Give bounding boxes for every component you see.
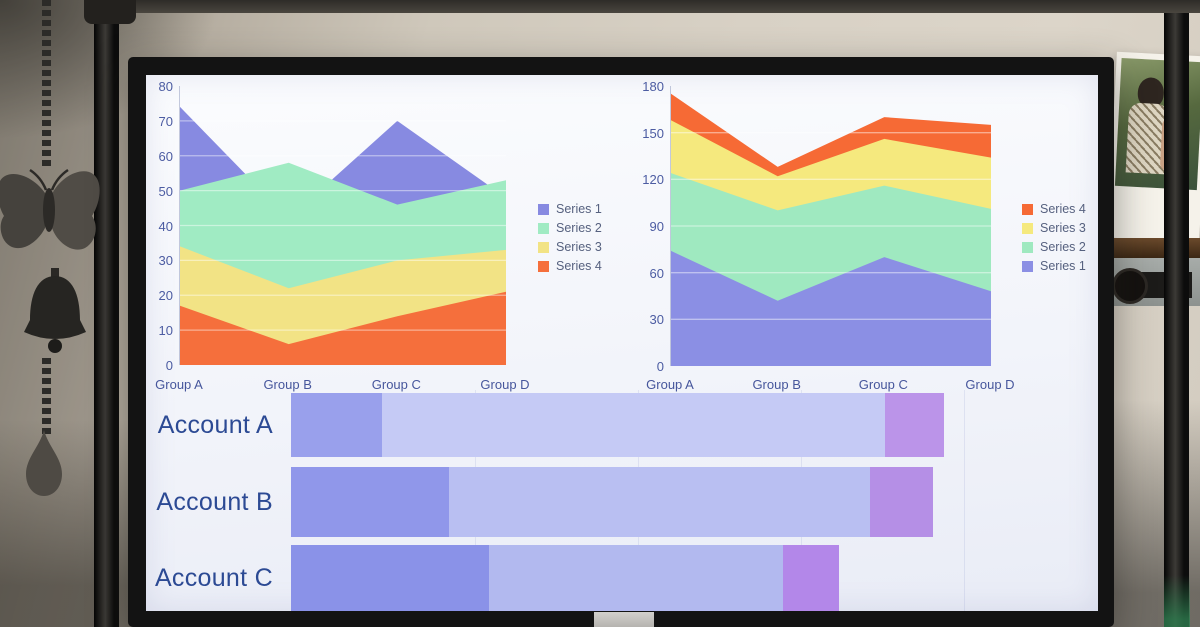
bar-track <box>291 467 933 537</box>
legend-label: Series 4 <box>1040 202 1086 216</box>
y-tick-label: 60 <box>158 148 173 164</box>
x-axis-right-chart: Group A Group B Group C Group D <box>646 377 1014 393</box>
legend-item: Series 4 <box>538 259 602 273</box>
bar-row: Account C <box>146 545 1098 611</box>
legend-item: Series 2 <box>538 221 602 235</box>
legend-item: Series 4 <box>1022 202 1086 216</box>
monitor-stand <box>594 612 654 627</box>
bar-segment-3 <box>870 467 933 537</box>
wall-bottom-left-shade <box>0 420 150 627</box>
bar-gridline <box>964 390 965 611</box>
x-tick-label: Group A <box>155 377 203 392</box>
y-tick-label: 150 <box>642 125 664 141</box>
y-tick-label: 80 <box>158 79 173 94</box>
y-tick-label: 60 <box>649 265 664 281</box>
x-tick-label: Group D <box>965 377 1015 392</box>
x-axis-left-chart: Group A Group B Group C Group D <box>155 377 529 393</box>
legend-item: Series 1 <box>538 202 602 216</box>
wind-chime-lower-chain <box>42 358 51 438</box>
y-tick-label: 0 <box>165 358 173 373</box>
legend-swatch-icon <box>538 241 549 253</box>
area-chart-stacked <box>670 86 991 366</box>
y-tick-label: 30 <box>649 312 664 328</box>
legend-label: Series 2 <box>556 221 602 235</box>
bar-row: Account B <box>146 467 1098 537</box>
y-tick-label: 0 <box>656 359 664 374</box>
butterfly-ornament <box>0 168 100 250</box>
x-tick-label: Group C <box>371 377 421 392</box>
bar-segment-2 <box>489 545 783 611</box>
legend-item: Series 3 <box>1022 221 1086 235</box>
legend-swatch-icon <box>1022 203 1033 215</box>
bar-segment-2 <box>449 467 870 537</box>
bar-row-label: Account C <box>154 563 273 592</box>
clamp-knob <box>1112 268 1148 304</box>
area-series-4 <box>180 291 506 365</box>
y-tick-label: 40 <box>158 218 173 234</box>
area-chart-overlay <box>179 86 506 365</box>
bar-segment-2 <box>382 393 885 457</box>
legend-swatch-icon <box>538 203 549 215</box>
legend-swatch-icon <box>538 222 549 234</box>
legend-label: Series 2 <box>1040 240 1086 254</box>
wind-chime-chain <box>42 0 51 168</box>
legend-label: Series 3 <box>1040 221 1086 235</box>
legend-right-chart: Series 4 Series 3 Series 2 Series 1 <box>1022 202 1086 273</box>
bell-ornament <box>24 268 86 353</box>
legend-item: Series 1 <box>1022 259 1086 273</box>
x-tick-label: Group B <box>752 377 801 392</box>
y-tick-label: 50 <box>158 183 173 199</box>
bar-row-label: Account B <box>156 487 273 516</box>
bar-segment-3 <box>783 545 839 611</box>
bar-segment-1 <box>291 393 382 457</box>
y-tick-label: 90 <box>649 219 664 234</box>
legend-swatch-icon <box>1022 260 1033 272</box>
y-tick-label: 120 <box>642 172 664 188</box>
y-axis-right-chart: 180 150 120 90 60 30 0 <box>634 79 664 374</box>
legend-swatch-icon <box>1022 222 1033 234</box>
right-pole <box>1164 13 1189 627</box>
teardrop-ornament <box>26 430 62 496</box>
bar-row-label: Account A <box>157 410 273 439</box>
x-tick-label: Group C <box>858 377 908 392</box>
green-reflection <box>1164 575 1190 627</box>
x-tick-label: Group B <box>263 377 312 392</box>
bar-segment-1 <box>291 467 449 537</box>
y-tick-label: 180 <box>642 79 664 94</box>
area-series-1 <box>671 250 991 366</box>
legend-item: Series 3 <box>538 240 602 254</box>
bar-track <box>291 393 944 457</box>
y-tick-label: 10 <box>158 323 173 339</box>
y-tick-label: 30 <box>158 253 173 269</box>
bar-segment-3 <box>885 393 944 457</box>
y-tick-label: 70 <box>158 113 173 129</box>
legend-label: Series 1 <box>1040 259 1086 273</box>
legend-swatch-icon <box>538 260 549 272</box>
legend-label: Series 3 <box>556 240 602 254</box>
legend-swatch-icon <box>1022 241 1033 253</box>
bar-track <box>291 545 839 611</box>
y-axis-left-chart: 80 70 60 50 40 30 20 10 0 <box>146 79 173 373</box>
bar-row: Account A <box>146 393 1098 457</box>
legend-label: Series 1 <box>556 202 602 216</box>
x-tick-label: Group D <box>480 377 530 392</box>
legend-left-chart: Series 1 Series 2 Series 3 Series 4 <box>538 202 602 273</box>
legend-label: Series 4 <box>556 259 602 273</box>
top-rail <box>118 0 1200 13</box>
legend-item: Series 2 <box>1022 240 1086 254</box>
left-pole <box>94 0 119 627</box>
y-tick-label: 20 <box>158 288 173 304</box>
bar-segment-1 <box>291 545 489 611</box>
pole-bracket <box>84 0 136 24</box>
x-tick-label: Group A <box>646 377 694 392</box>
